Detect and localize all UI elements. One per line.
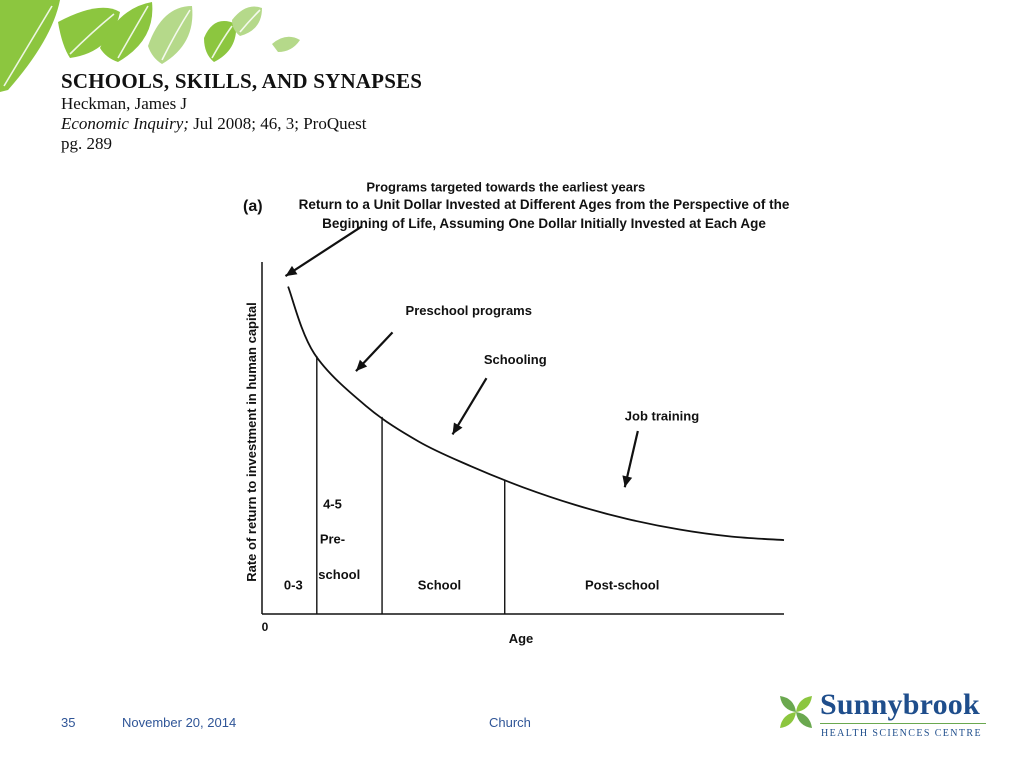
citation-issue: Jul 2008; 46, 3; ProQuest [193, 114, 367, 133]
arrowhead [355, 359, 368, 372]
chart-title-line2: Beginning of Life, Assuming One Dollar I… [322, 216, 766, 231]
citation-journal-line: Economic Inquiry; Jul 2008; 46, 3; ProQu… [61, 114, 422, 134]
stage-label: 0-3 [284, 577, 303, 592]
chart-panel-label: (a) [243, 198, 263, 215]
citation-title: SCHOOLS, SKILLS, AND SYNAPSES [61, 69, 423, 93]
sunnybrook-logo: Sunnybrook HEALTH SCIENCES CENTRE [776, 688, 991, 742]
y-axis-label: Rate of return to investment in human ca… [244, 302, 259, 582]
citation: SCHOOLS, SKILLS, AND SYNAPSES Heckman, J… [61, 68, 422, 154]
leaf-banner [0, 0, 300, 92]
arrowhead [285, 265, 298, 277]
footer-date: November 20, 2014 [122, 715, 237, 730]
stage-labels: 0-3 4-5 Pre-school School Post-school [284, 496, 659, 592]
stage-label: Post-school [585, 577, 659, 592]
logo-rule [820, 723, 986, 724]
citation-journal: Economic Inquiry; [61, 114, 189, 133]
chart-title-line1: Return to a Unit Dollar Invested at Diff… [299, 197, 790, 212]
footer-center-text: Church [489, 715, 531, 730]
pinwheel-leaf-icon [780, 696, 812, 728]
annotation-arrow [284, 225, 362, 278]
citation-author: Heckman, James J [61, 94, 188, 113]
return-curve [287, 286, 785, 541]
citation-page: pg. 289 [61, 134, 112, 153]
arrowhead [622, 475, 633, 488]
x-axis-label: Age [509, 631, 534, 646]
annotations: Programs targeted towards the earliest y… [284, 180, 699, 488]
annotation-label: Preschool programs [406, 303, 532, 318]
stage-label: School [418, 577, 461, 592]
slide-number: 35 [61, 715, 76, 730]
logo-name: Sunnybrook [820, 688, 980, 721]
leaf-veins [3, 5, 261, 87]
annotation-label: Programs targeted towards the earliest y… [366, 180, 645, 195]
annotation-label: Job training [625, 408, 699, 423]
annotation-label: Schooling [484, 352, 547, 367]
origin-label: 0 [262, 620, 269, 634]
stage-label: Pre- [320, 532, 345, 547]
stage-label: 4-5 [323, 496, 342, 511]
arrowhead [452, 422, 463, 435]
stage-label: school [318, 567, 360, 582]
logo-subtitle: HEALTH SCIENCES CENTRE [821, 728, 982, 739]
stage-dividers [316, 356, 506, 614]
